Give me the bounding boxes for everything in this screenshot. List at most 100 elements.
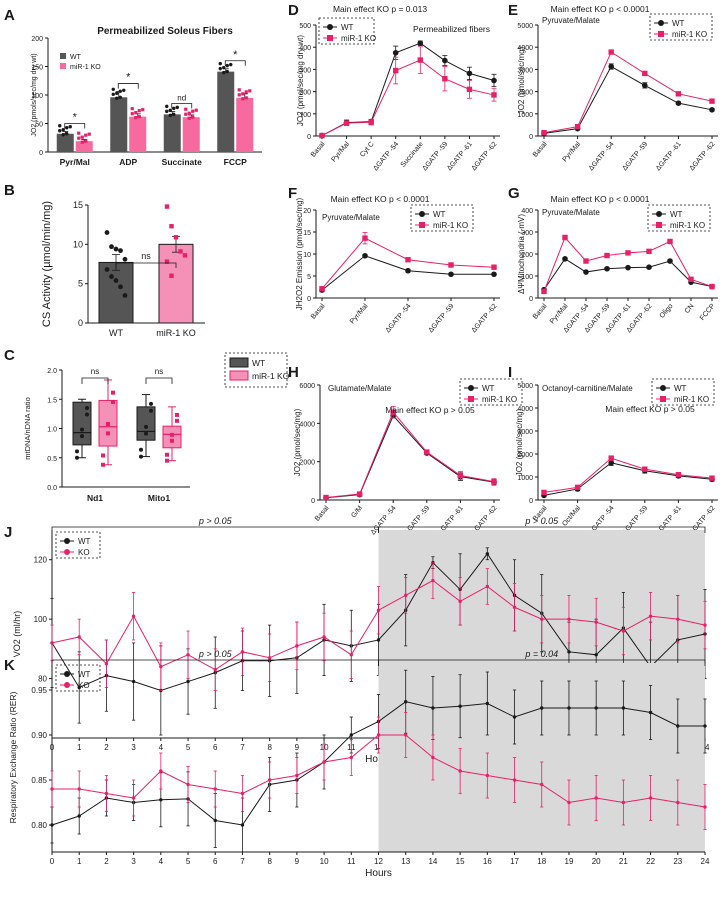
- data-point: [405, 257, 411, 263]
- data-point: [676, 724, 680, 728]
- legend-label: WT: [433, 210, 446, 219]
- x-tick-label: 14: [428, 857, 437, 866]
- panel-letter-I: I: [508, 364, 512, 381]
- y-tick-label: 0.0: [47, 485, 57, 492]
- data-point: [424, 449, 430, 455]
- data-point: [646, 264, 652, 271]
- data-point: [84, 133, 88, 137]
- data-point: [149, 408, 153, 413]
- data-point: [225, 69, 229, 74]
- x-tick-label: Pyr/Mal: [330, 140, 351, 163]
- data-point: [648, 614, 653, 618]
- data-point: [77, 685, 81, 690]
- y-tick-label: 0.95: [31, 686, 47, 695]
- data-point: [172, 106, 176, 111]
- data-point: [621, 629, 626, 633]
- legend-marker: [64, 671, 70, 677]
- y-axis-label: JO2 (pmol/sec/mg): [293, 408, 302, 476]
- data-point: [122, 256, 128, 262]
- data-point: [625, 264, 631, 271]
- data-point: [218, 66, 222, 71]
- data-point: [709, 98, 715, 104]
- x-tick-label: Oct/Mal: [561, 504, 582, 527]
- data-point: [319, 132, 325, 139]
- data-point: [50, 641, 54, 645]
- x-tick-label: Basal: [532, 302, 549, 320]
- y-axis-label: VO2 (ml/hr): [12, 611, 22, 658]
- y-tick-label: 0.80: [31, 821, 47, 830]
- data-point: [642, 466, 648, 472]
- y-tick-label: 150: [31, 65, 43, 72]
- significance-label: *: [73, 111, 78, 123]
- data-point: [144, 424, 148, 429]
- data-point: [218, 61, 222, 66]
- data-point: [417, 57, 423, 63]
- data-point: [448, 271, 454, 278]
- data-point: [131, 614, 136, 618]
- significance-label: nd: [177, 94, 186, 103]
- data-point: [540, 782, 544, 787]
- y-tick-label: 50: [35, 122, 43, 129]
- legend-marker: [468, 396, 474, 402]
- x-tick-label: 4: [159, 857, 164, 866]
- chart-subtitle: Octanoyl-carnitine/Malate: [542, 384, 633, 393]
- data-point: [608, 455, 614, 461]
- y-tick-label: 3000: [517, 429, 533, 436]
- legend-marker: [656, 222, 662, 228]
- panel-d: 0 100 200 300 400 500 JO2 (pmol/sec/mg dry wt)…: [296, 4, 500, 172]
- data-point: [604, 252, 610, 259]
- significance-bracket: [64, 123, 86, 129]
- data-point: [322, 635, 326, 639]
- data-point: [101, 462, 105, 467]
- chart-title: Main effect KO p > 0.05: [605, 404, 695, 414]
- legend-label: WT: [672, 19, 685, 28]
- data-point: [709, 475, 715, 481]
- significance-label: ns: [91, 367, 99, 376]
- data-point: [567, 800, 571, 805]
- x-tick-label: 19: [565, 857, 574, 866]
- data-point: [77, 787, 81, 791]
- y-tick-label: 0: [78, 318, 83, 328]
- data-point: [405, 267, 411, 274]
- data-point: [356, 491, 363, 497]
- x-tick-label: 21: [619, 857, 628, 866]
- x-tick-label: 5: [186, 743, 191, 752]
- data-point: [392, 49, 399, 56]
- legend-label: WT: [70, 54, 82, 61]
- legend-marker: [327, 24, 333, 30]
- x-tick-label: 9: [295, 743, 300, 752]
- data-point: [458, 769, 462, 773]
- y-tick-label: 2000: [517, 452, 533, 459]
- data-point: [172, 112, 176, 117]
- series-line-ko: [543, 51, 713, 134]
- series-line-wt: [543, 258, 713, 290]
- x-tick-label: 8: [267, 743, 272, 752]
- data-point: [267, 778, 272, 782]
- data-point: [442, 76, 448, 82]
- series-line-ko: [543, 236, 713, 292]
- y-tick-label: 0: [529, 296, 533, 303]
- data-point: [709, 107, 715, 113]
- y-axis-label: JO2 (pmol/sec/mg): [515, 408, 524, 476]
- bar: [163, 114, 181, 152]
- data-point: [404, 593, 408, 598]
- data-point: [77, 131, 81, 135]
- data-point: [583, 258, 589, 264]
- y-tick-label: 400: [521, 208, 533, 215]
- data-point: [106, 431, 110, 436]
- data-point: [431, 706, 435, 710]
- y-tick-label: 0: [529, 498, 533, 505]
- data-point: [319, 286, 325, 292]
- x-tick-label: 13: [401, 857, 410, 866]
- significance-label: ns: [155, 367, 163, 376]
- legend-swatch: [60, 53, 66, 59]
- series-line-ko: [325, 411, 495, 499]
- data-point: [295, 773, 299, 778]
- data-point: [491, 92, 497, 98]
- data-point: [169, 273, 174, 278]
- chart-subtitle: Glutamate/Malate: [328, 384, 392, 393]
- y-tick-label: 0.5: [47, 456, 57, 463]
- y-axis-label: JO2 (pmol/sec/mg): [517, 46, 526, 114]
- data-point: [688, 276, 694, 282]
- x-axis-label: Hours: [365, 868, 392, 879]
